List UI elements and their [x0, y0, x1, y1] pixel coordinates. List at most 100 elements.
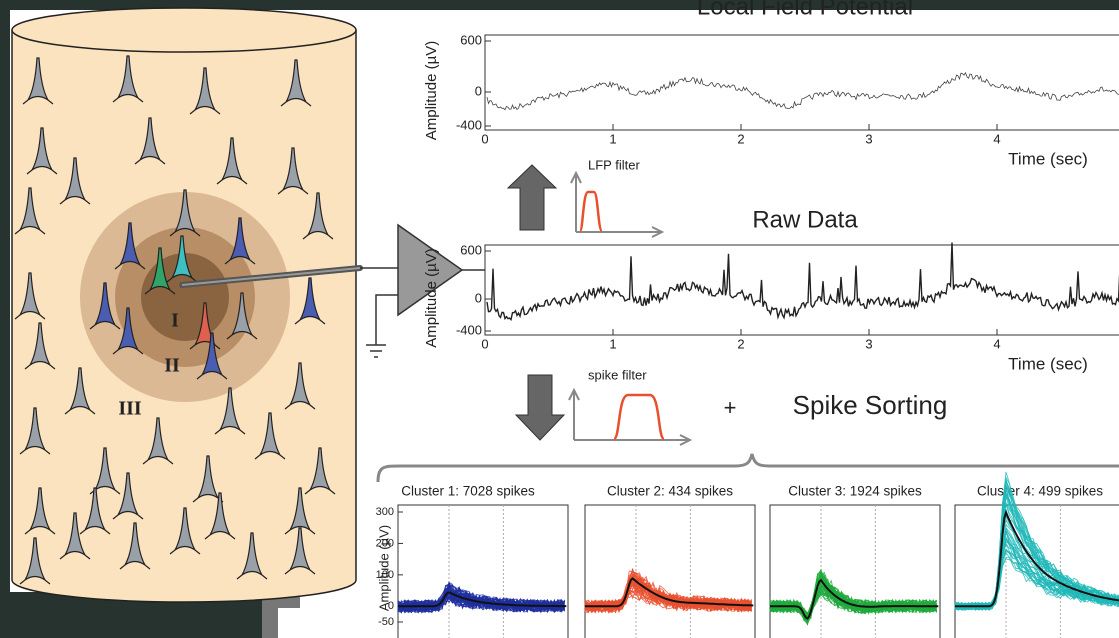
spike-waveform [397, 583, 565, 613]
neuron [216, 137, 248, 185]
neuron [89, 282, 121, 330]
brace [376, 453, 1119, 483]
y-tick-label: 0 [388, 600, 394, 612]
neuron [284, 362, 316, 410]
ground-wire [366, 269, 485, 358]
layer-label: II [164, 355, 180, 377]
neuron [142, 417, 174, 465]
mean-waveform [398, 590, 567, 608]
filter-axes [575, 175, 660, 233]
lfp-filter-curve [578, 190, 604, 233]
spike-filter-curve [612, 393, 666, 441]
neurons [14, 55, 336, 585]
trace [486, 242, 1119, 322]
mean-waveform [955, 509, 1119, 608]
neuron [214, 387, 246, 435]
plot-frame [584, 504, 756, 638]
spike-waveform [397, 594, 565, 614]
neuron [79, 487, 111, 535]
neuron [112, 307, 144, 355]
spike-waveform [584, 589, 753, 613]
neuron [26, 127, 58, 175]
neuron [226, 292, 258, 340]
neuron [169, 507, 201, 555]
cluster-title: Cluster 4: 499 spikes [977, 484, 1103, 499]
section-title: Spike Sorting [793, 390, 948, 420]
plot-frame [769, 504, 941, 638]
cluster-title: Cluster 2: 434 spikes [607, 484, 733, 499]
neuron [189, 67, 221, 115]
plot-frame [484, 34, 1119, 131]
cluster-title: Cluster 3: 1924 spikes [788, 484, 922, 499]
x-axis-label: Time (sec) [1008, 149, 1088, 168]
neuron [169, 189, 201, 237]
trace [486, 71, 1119, 111]
neuron [14, 187, 46, 235]
electrode-highlight [181, 267, 361, 286]
plus: + [724, 395, 737, 420]
y-tick-label: 300 [376, 506, 394, 518]
filter-axis-heads [570, 170, 665, 238]
x-tick-label: 3 [865, 336, 872, 351]
spike-waveform [769, 584, 937, 622]
neuron [112, 472, 144, 520]
y-tick-label: 600 [460, 242, 482, 257]
layer-label: III [118, 398, 142, 420]
panel-title: Raw Data [752, 206, 858, 233]
neuron [144, 247, 176, 295]
plot-frame [484, 244, 1119, 336]
filter-label: LFP filter [588, 157, 640, 172]
y-tick-label: -400 [456, 322, 482, 337]
filter-axes [573, 392, 688, 441]
y-axis-label: Amplitude (µV) [376, 525, 391, 611]
neuron [134, 117, 166, 165]
y-axis-label: Amplitude (µV) [423, 41, 440, 141]
bracket [262, 592, 300, 638]
neuron [284, 487, 316, 535]
x-tick-label: 4 [993, 336, 1000, 351]
neuron [14, 272, 46, 320]
cluster-title: Cluster 1: 7028 spikes [401, 484, 535, 499]
neuron [24, 487, 56, 535]
layer-label: I [171, 310, 179, 332]
x-tick-label: 2 [737, 336, 744, 351]
down-arrow [514, 374, 566, 441]
neuron [294, 277, 326, 325]
neuron [112, 55, 144, 103]
y-tick-label: 200 [376, 537, 394, 549]
panel-title: Local Field Potential [697, 0, 913, 20]
neuron [204, 492, 236, 540]
spike-waveform [954, 495, 1119, 610]
neuron [19, 407, 51, 455]
neuron [22, 57, 54, 105]
neuron [236, 532, 268, 580]
x-tick-label: 3 [865, 131, 872, 146]
spike-waveform [397, 585, 565, 614]
x-tick-label: 4 [993, 131, 1000, 146]
x-tick-label: 1 [609, 336, 616, 351]
plot-frame [397, 504, 569, 638]
neuron [189, 302, 221, 350]
neuron [284, 527, 316, 575]
amplifier [397, 223, 464, 317]
neuron [304, 447, 336, 495]
y-tick-label: 600 [460, 32, 482, 47]
x-axis-label: Time (sec) [1008, 354, 1088, 373]
neuron [19, 537, 51, 585]
y-tick-label: -50 [378, 616, 394, 628]
neuron [196, 332, 228, 380]
neuron [119, 522, 151, 570]
neuron [277, 147, 309, 195]
mean-waveform [770, 578, 939, 620]
neuron [59, 512, 91, 560]
y-tick-label: -400 [456, 117, 482, 132]
y-tick-label: 100 [376, 569, 394, 581]
neuron [114, 222, 146, 270]
x-tick-label: 2 [737, 131, 744, 146]
up-arrow [506, 164, 558, 231]
mean-waveform [585, 577, 754, 608]
neuron [24, 322, 56, 370]
neuron [302, 192, 334, 240]
